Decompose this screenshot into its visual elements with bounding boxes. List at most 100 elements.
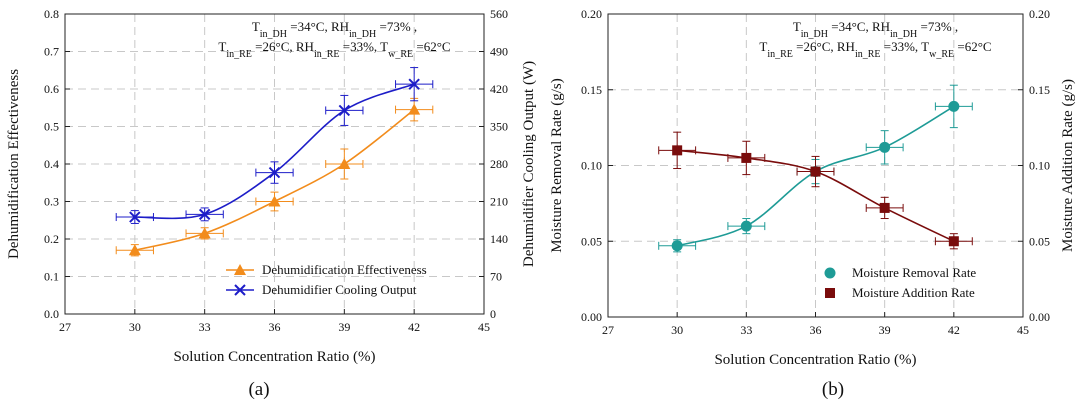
y-left-tick-label: 0.3 (44, 195, 59, 209)
legend-marker (234, 284, 246, 296)
condition-annotation-line-1: Tin_DH =34°C, RHin_DH =73% , (793, 19, 958, 40)
legend-label: Moisture Removal Rate (852, 265, 976, 280)
data-point (672, 145, 683, 156)
y-right-tick-label: 140 (490, 232, 508, 246)
data-point (338, 104, 351, 117)
y-left-tick-label: 0.05 (581, 234, 602, 248)
data-point (128, 244, 141, 256)
y-right-tick-label: 0.15 (1029, 83, 1050, 97)
x-axis-label: Solution Concentration Ratio (%) (714, 352, 916, 368)
legend-entry: Dehumidification Effectiveness (226, 262, 427, 277)
data-point-stroke-2 (408, 78, 420, 90)
condition-annotation-line-2-run-3: in_RE (855, 49, 881, 60)
condition-annotation-line-1-run-4: =73% , (917, 19, 958, 34)
y-right-tick-label: 0.20 (1029, 7, 1050, 21)
x-tick-label: 33 (740, 323, 752, 337)
condition-annotation-line-2-run-6: =62°C (954, 39, 991, 54)
panel-label-b: (b) (822, 379, 844, 400)
legend-marker (824, 267, 836, 279)
panel-label-a: (a) (248, 379, 269, 400)
x-tick-label: 30 (671, 323, 683, 337)
y-left-tick-label: 0.7 (44, 45, 59, 59)
data-point-stroke-2 (338, 104, 351, 117)
data-point (129, 211, 141, 223)
legend-label: Dehumidifier Cooling Output (262, 282, 417, 297)
condition-annotation-line-1-run-1: in_DH (801, 29, 828, 40)
y-right-tick-label: 70 (490, 270, 502, 284)
chart-b: 27 30 33 36 39 42 450.000.050.100.150.200.000.… (549, 7, 1076, 368)
y-right-tick-label: 560 (490, 7, 508, 21)
data-point-stroke-2 (198, 208, 211, 221)
data-point (740, 220, 752, 232)
condition-annotation-line-2-run-0: T (759, 39, 767, 54)
chart-a: 27 30 33 36 39 42 45 0.0 0.1 0.2 0.3 0.4 0.5 0.6 0.7 0.… (6, 7, 537, 365)
y-axis-label-right: Moisture Addition Rate (g/s) (1060, 79, 1076, 252)
condition-annotation-line-2-run-2: =26°C, RH (793, 39, 855, 54)
data-point (268, 195, 281, 207)
series-triangle (115, 97, 434, 257)
series-square (658, 131, 973, 250)
condition-annotation-line-2-run-5: w_RE (388, 49, 413, 60)
y-left-tick-label: 0.1 (44, 270, 59, 284)
y-right-tick-label: 420 (490, 82, 508, 96)
y-right-tick-label: 350 (490, 120, 508, 134)
y-left-tick-label: 0.2 (44, 232, 59, 246)
condition-annotation-line-1-run-3: in_DH (890, 29, 917, 40)
series-x (115, 67, 434, 224)
y-left-tick-label: 0.4 (44, 157, 59, 171)
condition-annotation-line-1-run-4: =73% , (376, 19, 417, 34)
y-axis-label-left: Dehumidification Effectiveness (6, 69, 22, 259)
y-left-tick-label: 0.20 (581, 7, 602, 21)
legend-marker (825, 288, 835, 298)
legend-marker (234, 264, 246, 275)
condition-annotation-line-2-run-0: T (218, 39, 226, 54)
condition-annotation-line-2-run-6: =62°C (413, 39, 450, 54)
y-axis-label-left: Moisture Removal Rate (g/s) (549, 78, 565, 253)
data-point (198, 208, 211, 221)
y-right-tick-label: 0 (490, 307, 496, 321)
data-point (408, 103, 421, 115)
condition-annotation-line-2-run-2: =26°C, RH (252, 39, 314, 54)
data-point (879, 202, 890, 213)
y-left-tick-label: 0.10 (581, 159, 602, 173)
condition-annotation-line-1: Tin_DH =34°C, RHin_DH =73% , (252, 19, 417, 40)
data-point-stroke-2 (129, 211, 141, 223)
data-point (338, 158, 351, 169)
y-left-tick-label: 0.6 (44, 82, 59, 96)
condition-annotation-line-1-run-1: in_DH (260, 29, 287, 40)
x-tick-label: 45 (478, 320, 490, 334)
condition-annotation-line-2-run-1: in_RE (767, 49, 793, 60)
data-point (810, 166, 821, 177)
y-left-tick-label: 0.00 (581, 310, 602, 324)
x-axis-label: Solution Concentration Ratio (%) (173, 349, 375, 365)
condition-annotation-line-2: Tin_RE =26°C, RHin_RE =33%, Tw_RE =62°C (759, 39, 991, 60)
x-tick-label: 45 (1017, 323, 1029, 337)
y-right-tick-label: 0.05 (1029, 234, 1050, 248)
condition-annotation-line-1-run-0: T (252, 19, 260, 34)
condition-annotation-line-1-run-2: =34°C, RH (287, 19, 349, 34)
data-point (268, 166, 281, 179)
condition-annotation-line-2-run-5: w_RE (929, 49, 954, 60)
y-left-tick-label: 0.8 (44, 7, 59, 21)
legend-entry: Moisture Removal Rate (824, 265, 976, 280)
condition-annotation-line-2-run-4: =33%, T (881, 39, 930, 54)
legend-entry: Dehumidifier Cooling Output (226, 282, 417, 297)
data-point (879, 141, 891, 153)
x-tick-label: 39 (879, 323, 891, 337)
data-point (198, 227, 211, 239)
y-right-tick-label: 0.10 (1029, 159, 1050, 173)
y-right-tick-label: 490 (490, 45, 508, 59)
data-point (741, 152, 752, 163)
data-point (948, 100, 960, 112)
condition-annotation-line-2-run-1: in_RE (226, 49, 252, 60)
data-point-stroke-2 (268, 166, 281, 179)
y-left-tick-label: 0.5 (44, 120, 59, 134)
condition-annotation-line-1-run-0: T (793, 19, 801, 34)
condition-annotation-line-2-run-4: =33%, T (340, 39, 389, 54)
y-left-tick-label: 0.15 (581, 83, 602, 97)
x-tick-label: 42 (948, 323, 960, 337)
y-axis-label-right: Dehumidifier Cooling Output (W) (521, 61, 537, 267)
y-left-tick-label: 0.0 (44, 307, 59, 321)
x-tick-label: 33 (199, 320, 211, 334)
